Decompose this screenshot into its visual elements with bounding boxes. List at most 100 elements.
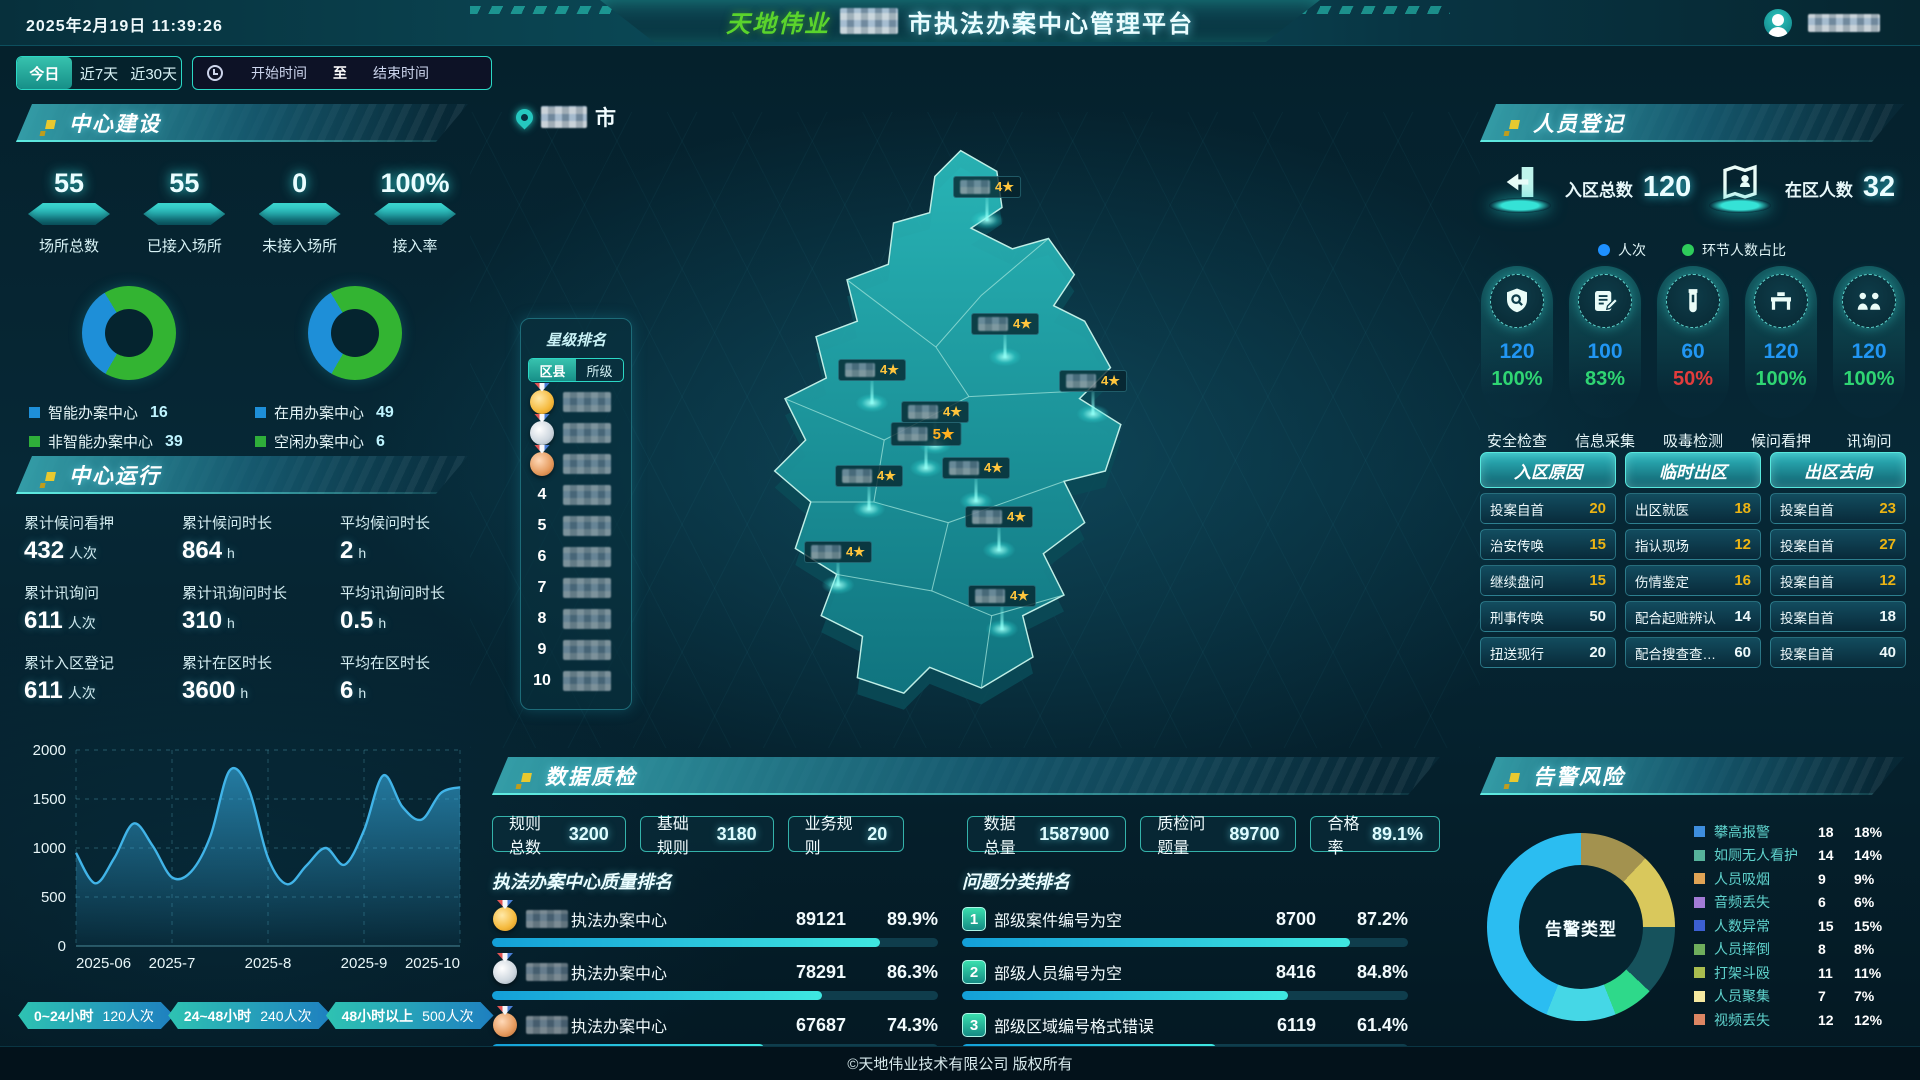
map-district-marker[interactable]: 4★ (965, 506, 1033, 528)
star-rating: 4★ (995, 179, 1014, 194)
rank-name-redacted (563, 391, 611, 412)
alarm-type-label: 人员摔倒 (1714, 941, 1770, 958)
movement-row: 治安传唤 15 (1480, 529, 1616, 560)
rank-value: 8416 (1275, 961, 1316, 982)
run-stat-unit: h (378, 615, 387, 631)
map-district-marker[interactable]: 4★ (804, 541, 872, 563)
star-tab-所级[interactable]: 所级 (586, 363, 613, 379)
movement-label: 出区就医 (1635, 502, 1689, 518)
svg-text:1500: 1500 (33, 791, 66, 808)
time-range-picker[interactable]: 开始时间 至 结束时间 (192, 56, 492, 90)
chip-label: 0~24小时 (34, 1007, 94, 1024)
map-district-marker[interactable]: 4★ (968, 585, 1036, 607)
rank-label: 执法办案中心 (571, 1019, 668, 1036)
map-glow-point (815, 572, 861, 598)
alarm-percent: 7% (1854, 988, 1875, 1005)
rank-name-redacted (563, 546, 611, 567)
movement-value: 12 (1734, 536, 1751, 553)
interrogate-icon (1842, 274, 1896, 328)
date-range-tabs[interactable]: 今日 近7天 近30天 (16, 56, 182, 90)
total-text: 在区人数 32 (1785, 171, 1895, 204)
legend-item: 空闲办案中心 6 (255, 431, 455, 452)
range-tab-今日[interactable]: 今日 (17, 57, 72, 89)
movement-value: 20 (1589, 644, 1606, 661)
end-time-placeholder[interactable]: 结束时间 (373, 65, 429, 81)
legend-item: 智能办案中心 16 (29, 402, 229, 423)
alarm-percent: 12% (1854, 1011, 1883, 1028)
movement-value: 20 (1589, 500, 1606, 517)
rank-progress-track (492, 938, 938, 947)
rank-value: 6119 (1276, 1014, 1316, 1035)
movement-label: 投案自首 (1780, 574, 1834, 590)
movement-row: 配合起赃辨认 14 (1625, 601, 1761, 632)
district-name-redacted (908, 405, 939, 419)
star-rank-row: 5 (521, 510, 631, 541)
chip-value: 1587900 (1039, 823, 1110, 844)
panel-title-alarm: 告警风险 (1533, 766, 1625, 789)
rank-name-redacted (563, 484, 611, 505)
chip-label: 48小时以上 (341, 1007, 414, 1024)
rank-value: 67687 (795, 1014, 846, 1035)
star-rank-row: 9 (521, 634, 631, 665)
rank-value: 89121 (795, 908, 846, 929)
legend-swatch (255, 407, 266, 418)
map-district-marker[interactable]: 4★ (971, 313, 1039, 335)
movement-value: 40 (1879, 644, 1896, 661)
city-map[interactable]: 市 4★ 4★ 4★ 4★ 4★ 5★ 4★ 4★ 4★ 4★ 4★ (470, 104, 1480, 748)
run-stat-value: 611 人次 (24, 677, 96, 704)
range-tab-近30天[interactable]: 近30天 (130, 65, 178, 83)
total-value: 32 (1862, 171, 1896, 203)
quality-rank-block: 执法办案中心质量排名 执法办案中心 89121 89.9% 执法办案中心 78291 86… (492, 868, 938, 1053)
process-pill: 120 100% 讯询问 (1830, 266, 1908, 451)
svg-text:2025-7: 2025-7 (149, 955, 196, 972)
panel-header-center-build: 中心建设 (16, 104, 468, 142)
map-district-marker[interactable]: 4★ (835, 465, 903, 487)
map-district-marker[interactable]: 4★ (953, 176, 1021, 198)
rank-progress-fill (492, 938, 881, 947)
donut-group: 智能办案中心 16 非智能办案中心 39 (29, 286, 229, 452)
donut-group: 在用办案中心 49 空闲办案中心 6 (255, 286, 455, 452)
range-tab-近7天[interactable]: 近7天 (79, 65, 119, 83)
start-time-placeholder[interactable]: 开始时间 (251, 65, 307, 81)
bronze-medal-icon (493, 1013, 517, 1037)
star-rank-tabs[interactable]: 区县 所级 (528, 358, 624, 382)
run-stat-value: 432 人次 (24, 537, 98, 564)
data-quality-chips: 规则总数 3200 基础规则 3180 业务规则 20 数据总量 1587900 质检问题量 89… (492, 816, 1440, 857)
star-tab-区县[interactable]: 区县 (529, 359, 576, 381)
map-district-marker[interactable]: 4★ (838, 359, 906, 381)
star-rating: 4★ (984, 460, 1003, 475)
star-rank-row: 4 (521, 479, 631, 510)
rank-badge: 1 (962, 907, 986, 931)
donut-chart (308, 286, 402, 380)
movement-value: 16 (1734, 572, 1751, 589)
alarm-legend-item: 音频丢失 6 6% (1694, 891, 1906, 915)
legend-label: 空闲办案中心 (274, 434, 365, 451)
rank-label: 执法办案中心 (571, 966, 668, 983)
map-district-marker[interactable]: 4★ (901, 401, 969, 423)
map-district-marker[interactable]: 5★ (890, 422, 962, 446)
map-district-marker[interactable]: 4★ (942, 457, 1010, 479)
alarm-count: 8 (1818, 941, 1826, 958)
star-rating: 4★ (1007, 509, 1026, 524)
chip-value: 20 (867, 823, 888, 844)
problem-rank-rows: 1 部级案件编号为空 8700 87.2% 2 部级人员编号为空 8416 84.8% 3 部级区… (962, 907, 1408, 1053)
map-district-marker[interactable]: 4★ (1059, 370, 1127, 392)
svg-text:2000: 2000 (33, 742, 66, 759)
rank-name: 执法办案中心 (526, 960, 667, 984)
rank-percent: 86.3% (886, 961, 938, 982)
rank-percent: 74.3% (886, 1014, 938, 1035)
center-build-stats: 55 场所总数 55 已接入场所 0 未接入场所 100% 接入率 (16, 168, 468, 256)
run-stat-value: 3600 h (182, 677, 249, 704)
legend-item: 环节人数占比 (1682, 240, 1786, 260)
process-label: 吸毒检测 (1662, 433, 1723, 450)
alarm-donut-center-label: 告警类型 (1545, 919, 1617, 939)
alarm-count: 14 (1818, 847, 1834, 864)
movement-row: 扭送现行 20 (1480, 637, 1616, 668)
chip-label: 基础规则 (656, 816, 689, 857)
star-rank-row (521, 386, 631, 417)
rank-line: 执法办案中心 67687 74.3% (492, 1013, 938, 1037)
person-reg-pills: 120 100% 安全检查 100 83% 信息采集 60 50% 吸毒检测 120 100% 候问看… (1478, 266, 1908, 451)
alarm-percent: 15% (1854, 917, 1883, 934)
user-avatar-icon[interactable] (1764, 9, 1792, 37)
